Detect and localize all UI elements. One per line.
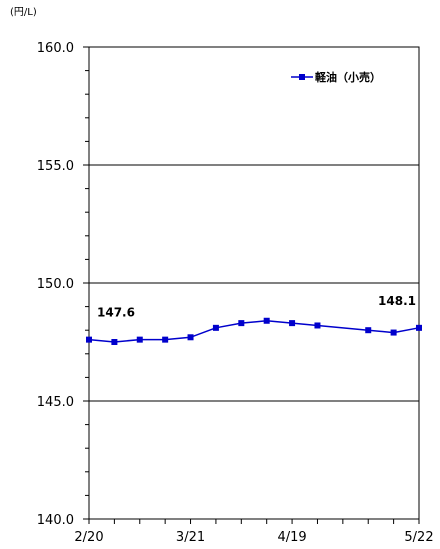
data-label: 147.6 [97, 306, 135, 320]
series [86, 317, 422, 345]
legend-label: 軽油（小売） [315, 70, 381, 84]
y-tick-label: 145.0 [37, 395, 74, 410]
y-tick-label: 140.0 [37, 513, 74, 528]
data-point [162, 336, 169, 343]
y-tick-label: 155.0 [37, 159, 74, 174]
data-point [263, 317, 270, 324]
data-point [111, 339, 118, 345]
data-point [416, 324, 422, 331]
data-point [212, 324, 219, 331]
x-tick-label: 5/22 [404, 530, 433, 545]
unit-label: (円/L) [10, 7, 37, 18]
data-point [238, 320, 245, 327]
data-point [136, 336, 143, 343]
y-tick-labels: 140.0 145.0 150.0 155.0 160.0 [37, 41, 74, 528]
x-tick-label: 4/19 [277, 530, 306, 545]
data-point [365, 327, 372, 334]
x-tick-label: 3/21 [176, 530, 205, 545]
legend: 軽油（小売） [291, 70, 381, 84]
data-labels: 147.6 148.1 [97, 294, 416, 320]
data-point [86, 336, 92, 343]
data-label: 148.1 [378, 294, 416, 308]
y-tick-label: 150.0 [37, 277, 74, 292]
data-point [390, 329, 397, 336]
legend-marker [299, 74, 305, 80]
x-tick-labels: 2/20 3/21 4/19 5/22 [74, 530, 433, 545]
x-tick-label: 2/20 [74, 530, 103, 545]
grid [89, 164, 419, 402]
data-point [187, 334, 194, 341]
axes [83, 46, 420, 524]
y-tick-label: 160.0 [37, 41, 74, 56]
data-point [289, 320, 296, 327]
data-point [314, 322, 321, 329]
